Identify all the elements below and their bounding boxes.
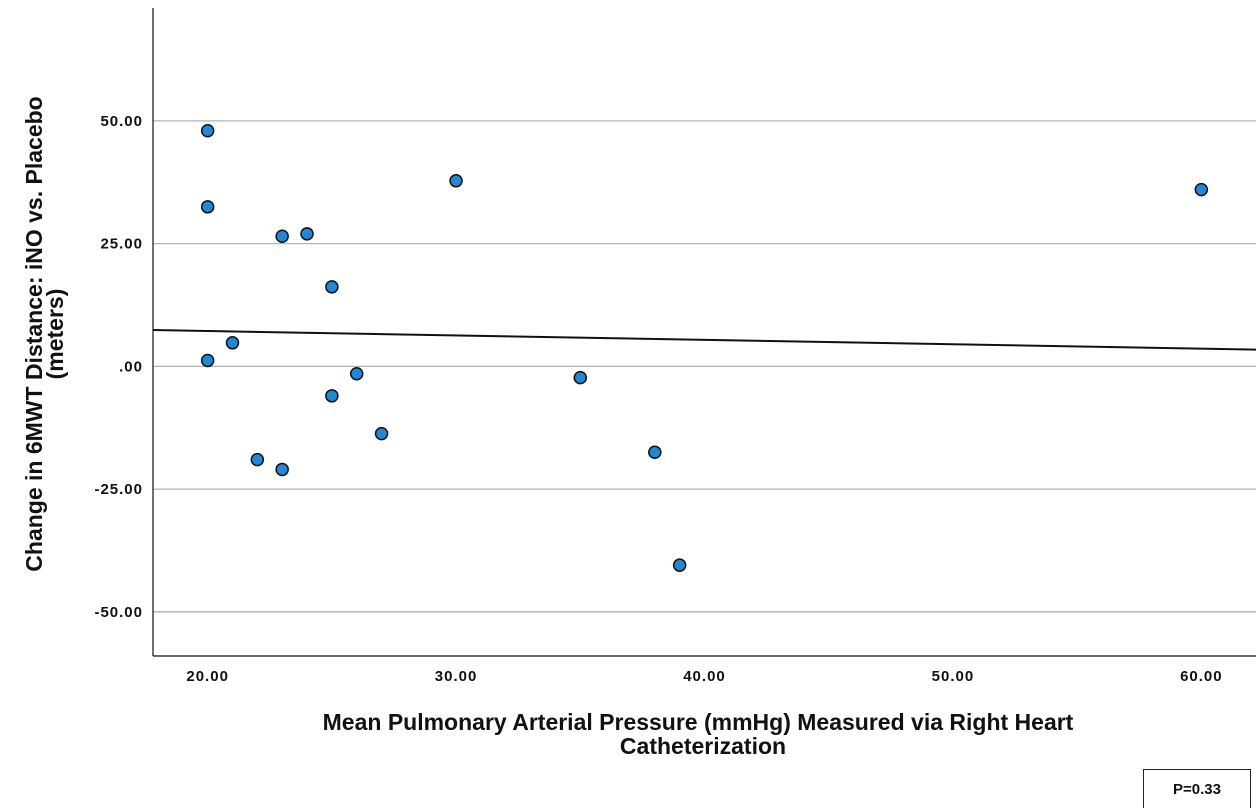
data-point [1194,182,1209,197]
data-points [200,123,1209,572]
y-axis-title-line-2: (meters) [42,289,68,380]
data-point [325,280,339,294]
p-value-annotation: P=0.33 [1143,769,1251,808]
data-point [225,336,240,350]
x-tick-labels: 20.00 30.00 40.00 50.00 60.00 [186,668,1223,685]
y-tick-label: 25.00 [100,236,143,253]
y-tick-label: .00 [119,358,143,375]
data-point [200,200,215,214]
y-axis-title-line-1: Change in 6MWT Distance: iNO vs. Placebo [21,96,47,571]
y-tick-label: 50.00 [100,113,143,130]
data-point [200,123,215,138]
data-point [648,445,662,460]
regression-fit-line [152,329,1257,351]
data-point [374,426,389,441]
data-point [349,366,364,381]
data-point [573,370,588,385]
data-point [275,229,289,244]
x-tick-label: 20.00 [186,668,229,685]
x-axis-title-line-2: Catheterization [620,733,786,759]
x-tick-label: 50.00 [932,668,975,685]
data-point [325,389,339,403]
x-tick-label: 60.00 [1180,668,1223,685]
x-axis-title-line-1: Mean Pulmonary Arterial Pressure (mmHg) … [323,709,1074,735]
x-tick-label: 40.00 [683,668,726,685]
data-point [200,353,215,368]
data-point [672,558,687,572]
y-tick-label: -50.00 [94,604,143,621]
data-point [300,227,314,241]
data-point [449,174,463,188]
y-tick-label: -25.00 [94,481,143,498]
y-tick-labels: 50.00 25.00 .00 -25.00 -50.00 [94,113,143,621]
gridlines [153,120,1256,613]
data-point [250,452,265,467]
data-point [275,462,289,477]
x-tick-label: 30.00 [435,668,478,685]
